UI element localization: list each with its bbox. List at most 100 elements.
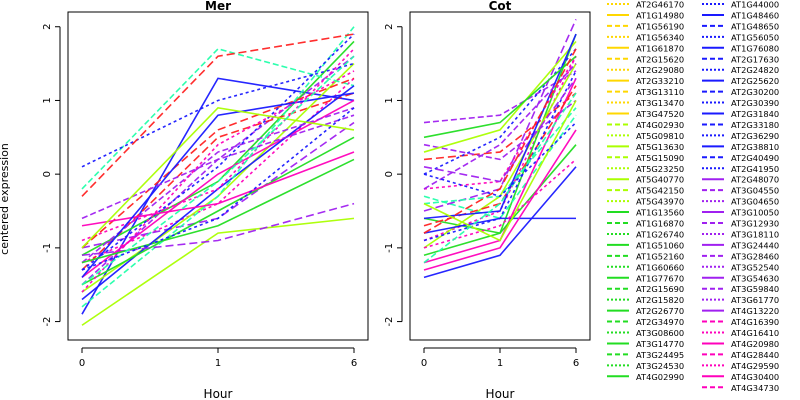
legend-label: AT5G40770 [636,175,684,185]
profile-line [81,33,355,271]
profile-line [423,114,577,220]
profile-line [423,63,577,190]
legend-label: AT1G48460 [731,10,779,20]
profile-line [423,121,577,198]
profile-line [81,70,355,293]
legend-label: AT4G02990 [636,372,684,382]
profile-line [423,92,577,264]
profile-line [81,47,355,190]
legend-label: AT5G43970 [636,197,684,207]
legend-label: AT4G30400 [731,372,779,382]
legend-label: AT1G52160 [636,251,684,261]
legend-label: AT3G61770 [731,295,779,305]
profile-line [81,114,355,220]
legend-label: AT3G12930 [731,219,779,229]
legend-label: AT5G23250 [636,164,684,174]
legend-label: AT3G04550 [731,186,779,196]
legend-label: AT1G76080 [731,43,779,53]
legend-label: AT3G24440 [731,240,779,250]
legend-label: AT2G33180 [731,120,779,130]
legend-label: AT1G14980 [636,10,684,20]
legend-label: AT1G60660 [636,262,684,272]
legend-label: AT2G25620 [731,76,779,86]
y-tick-label: -2 [42,317,53,327]
profile-line [81,217,355,326]
profile-line [423,99,577,161]
profile-line [81,77,355,249]
legend-label: AT2G34970 [636,317,684,327]
legend-label: AT2G48070 [731,175,779,185]
profile-line [423,70,577,242]
legend-label: AT3G52540 [731,262,779,272]
legend-label: AT2G36290 [731,131,779,141]
legend-label: AT3G54630 [731,273,779,283]
legend-label: AT1G13560 [636,208,684,218]
chart-panel-1: Cot 0 1 6 Hour -2 -1 0 1 2 [384,0,591,400]
profile-line [423,166,577,279]
legend-label: AT2G31840 [731,109,779,119]
profile-line [81,40,355,256]
profile-line [81,63,355,293]
legend-label: AT3G04650 [731,197,779,207]
panel-title: Cot [489,0,512,13]
legend-label: AT2G40490 [731,153,779,163]
legend-label: AT3G13110 [636,87,684,97]
profile-line [423,129,577,271]
profile-line [81,106,355,249]
y-tick-label: -1 [384,243,395,253]
legend-label: AT3G47520 [636,109,684,119]
y-axis-label: centered expression [0,143,11,255]
legend-label: AT3G59840 [731,284,779,294]
legend-label: AT1G56190 [636,21,684,31]
profile-line [423,77,577,183]
legend-label: AT2G15620 [636,54,684,64]
chart-panel-0: Mer 0 1 6 Hour -2 -1 0 1 2 [42,0,369,400]
legend-label: AT4G28440 [731,350,779,360]
profile-line [81,55,355,286]
y-tick-label: 2 [384,24,395,30]
x-tick-label: 0 [79,358,85,369]
profile-line [81,107,355,271]
profile-line [81,136,355,286]
x-axis-label: Hour [204,387,233,400]
legend-label: AT4G16410 [731,328,779,338]
legend-label: AT3G08600 [636,328,684,338]
chart-panels: Mer 0 1 6 Hour -2 -1 0 1 2 Cot 0 1 6 Hour -2 -1 0 1 2 [42,0,591,400]
plot-frame [409,11,591,341]
profile-line [423,144,577,257]
legend-label: AT2G15820 [636,295,684,305]
profile-line [423,92,577,161]
x-tick-label: 1 [215,358,221,369]
y-tick-label: -2 [384,317,395,327]
legend-label: AT2G26770 [636,306,684,316]
y-tick-label: 0 [42,171,53,177]
legend-label: AT1G56050 [731,32,779,42]
profile-line [423,40,577,153]
legend-label: AT4G20980 [731,339,779,349]
legend-label: AT2G30200 [731,87,779,97]
x-tick-label: 1 [497,358,503,369]
profile-line [81,85,355,301]
legend-label: AT3G24530 [636,361,684,371]
legend-label: AT1G26740 [636,229,684,239]
profile-line [423,55,577,139]
legend-label: AT2G17630 [731,54,779,64]
plot-frame [67,11,369,341]
legend-label: AT1G44000 [731,0,779,10]
legend-label: AT4G13220 [731,306,779,316]
profile-line [81,33,355,197]
x-axis-label: Hour [486,387,515,400]
legend-label: AT4G16390 [731,317,779,327]
legend-label: AT1G16870 [636,219,684,229]
y-tick-label: 1 [42,97,53,103]
legend-label: AT3G14770 [636,339,684,349]
legend-label: AT3G13470 [636,98,684,108]
profile-line [81,202,355,257]
profile-line [423,100,577,242]
y-tick-label: -1 [42,243,53,253]
y-tick-label: 0 [384,171,395,177]
legend-label: AT2G33210 [636,76,684,86]
legend-label: AT2G29080 [636,65,684,75]
legend-label: AT4G02930 [636,120,684,130]
legend: AT2G46170AT1G14980AT1G56190AT1G56340AT1G… [607,0,779,393]
